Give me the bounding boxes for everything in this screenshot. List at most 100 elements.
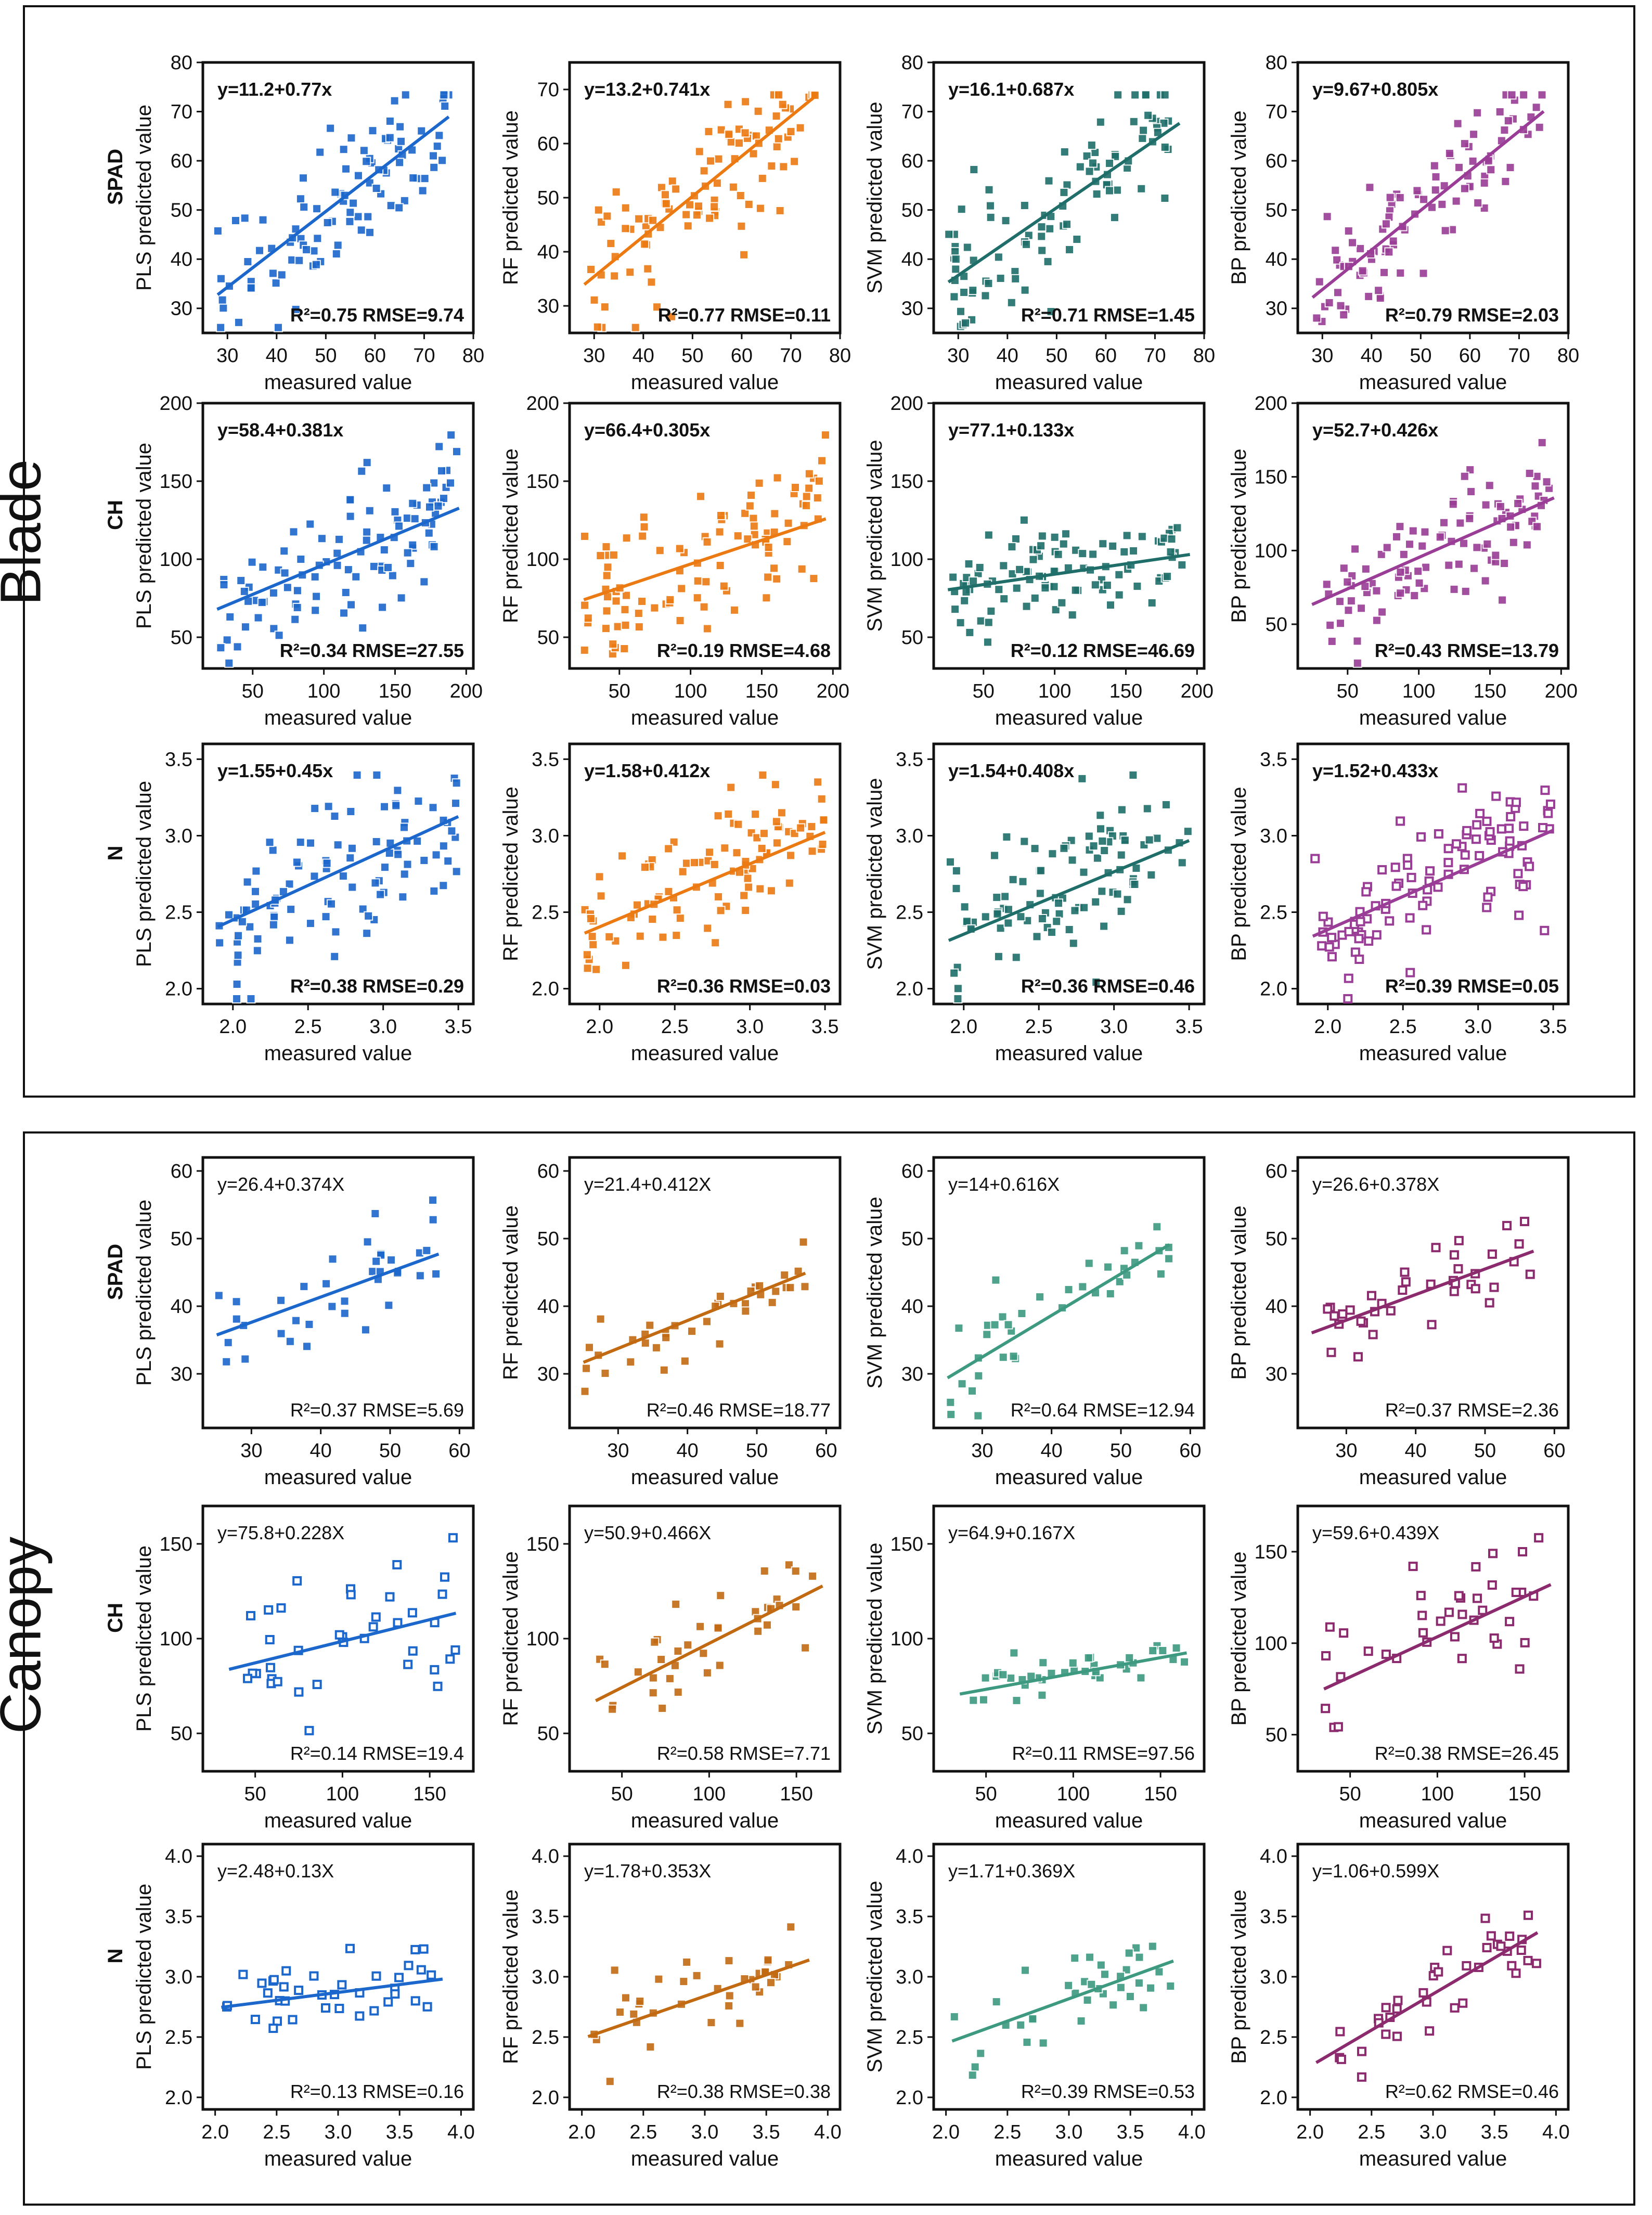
- data-point: [1531, 1959, 1541, 1968]
- data-point: [294, 1986, 304, 1995]
- data-point: [744, 199, 754, 209]
- data-point: [1469, 130, 1479, 139]
- fit-line: [587, 1958, 810, 2038]
- y-tick-label: 50: [537, 1723, 559, 1745]
- data-point: [1037, 231, 1047, 241]
- data-point: [1046, 307, 1056, 317]
- x-axis-label: measured value: [995, 1042, 1143, 1065]
- data-point: [263, 1988, 273, 1998]
- data-point: [1460, 471, 1469, 481]
- x-tick-label: 150: [1474, 680, 1506, 702]
- data-point: [321, 912, 331, 922]
- data-point: [247, 557, 257, 567]
- data-point: [290, 614, 300, 624]
- data-point: [777, 808, 786, 818]
- data-point: [1084, 1258, 1094, 1268]
- data-point: [982, 1330, 992, 1340]
- data-point: [751, 1982, 760, 1992]
- data-point: [1078, 1282, 1088, 1292]
- data-point: [1100, 1969, 1109, 1979]
- data-point: [580, 1386, 590, 1396]
- data-point: [310, 572, 320, 582]
- data-point: [302, 244, 312, 254]
- data-point: [665, 1673, 675, 1683]
- data-point: [1395, 522, 1405, 532]
- data-point: [1505, 836, 1515, 846]
- data-point: [725, 1991, 734, 2001]
- data-point: [724, 809, 733, 819]
- data-point: [282, 583, 292, 593]
- y-tick-label: 100: [1255, 540, 1287, 562]
- data-point: [1117, 805, 1127, 815]
- data-point: [240, 1354, 250, 1364]
- data-point: [673, 1646, 683, 1656]
- x-tick-label: 2.0: [201, 2121, 229, 2143]
- data-point: [608, 1704, 617, 1714]
- equation-label: y=1.52+0.433x: [1312, 760, 1438, 781]
- y-tick-label: 50: [171, 200, 192, 222]
- y-tick-label: 200: [526, 393, 559, 415]
- chart-canopy-n-bp: 2.0 2.5 3.0 3.5 4.0 2.0 2.5 3.0 3.5 4.0 measured v…: [1228, 1843, 1570, 2170]
- y-tick-label: 60: [537, 1161, 559, 1182]
- data-point: [305, 519, 315, 529]
- data-point: [709, 859, 719, 869]
- data-point: [975, 562, 985, 572]
- data-point: [403, 1659, 413, 1669]
- data-point: [1051, 605, 1061, 615]
- data-point: [231, 1297, 241, 1307]
- data-point: [352, 770, 362, 780]
- data-point: [796, 823, 806, 833]
- data-point: [1070, 1953, 1080, 1963]
- data-point: [1115, 1277, 1125, 1286]
- data-point: [1354, 955, 1364, 964]
- data-point: [422, 2002, 432, 2012]
- x-tick-label: 50: [1410, 345, 1431, 367]
- data-point: [980, 912, 990, 922]
- data-point: [1416, 1591, 1426, 1601]
- y-axis-label: BP predicted value: [1228, 787, 1250, 961]
- data-point: [418, 186, 428, 196]
- y-tick-label: 30: [171, 1363, 192, 1385]
- data-point: [1520, 1217, 1530, 1227]
- data-point: [1460, 184, 1469, 194]
- data-point: [1392, 2004, 1402, 2014]
- data-point: [673, 1687, 683, 1697]
- data-point: [1106, 600, 1116, 610]
- data-point: [1068, 938, 1078, 948]
- y-tick-label: 50: [1266, 1724, 1287, 1746]
- data-point: [621, 1993, 630, 2003]
- y-tick-label: 40: [901, 249, 923, 271]
- data-point: [403, 548, 412, 558]
- data-point: [428, 1195, 438, 1205]
- x-tick-label: 50: [1474, 1440, 1496, 1462]
- data-point: [246, 994, 256, 1003]
- x-tick-label: 200: [1181, 680, 1214, 702]
- data-point: [218, 303, 228, 313]
- data-point: [766, 1978, 776, 1988]
- data-point: [383, 1997, 393, 2007]
- data-point: [447, 826, 457, 836]
- data-point: [1322, 579, 1332, 589]
- y-axis-label: RF predicted value: [499, 1889, 522, 2064]
- data-point: [1396, 567, 1405, 577]
- data-point: [1163, 572, 1172, 582]
- data-point: [699, 602, 709, 612]
- data-point: [1480, 576, 1490, 586]
- y-tick-label: 30: [901, 298, 923, 320]
- data-point: [372, 770, 382, 780]
- data-point: [384, 1300, 394, 1310]
- row-label: CH: [104, 1603, 127, 1633]
- x-axis-label: measured value: [1359, 706, 1507, 729]
- data-point: [992, 909, 1002, 919]
- data-point: [589, 295, 599, 305]
- stats-label: R²=0.75 RMSE=9.74: [290, 304, 464, 326]
- data-point: [1078, 549, 1088, 559]
- data-point: [230, 215, 240, 225]
- data-point: [621, 620, 630, 630]
- data-point: [1128, 770, 1138, 780]
- x-axis-label: measured value: [995, 2147, 1143, 2170]
- data-point: [613, 622, 623, 632]
- data-point: [1481, 500, 1491, 510]
- stats-label: R²=0.38 RMSE=0.38: [657, 2081, 831, 2102]
- y-tick-label: 2.5: [165, 902, 192, 924]
